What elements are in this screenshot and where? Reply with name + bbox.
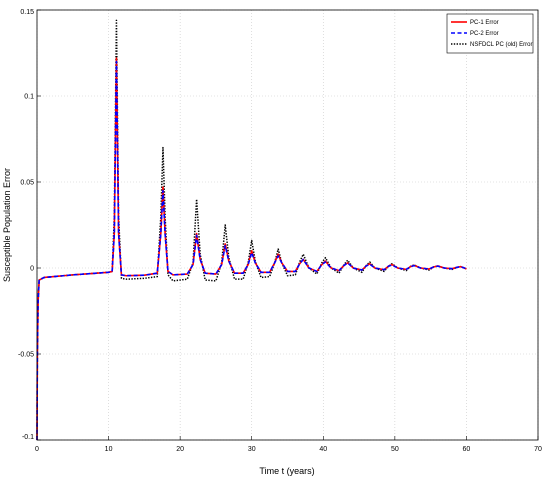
x-axis-ticks: 0 10 20 30 40 50 60 70 (35, 436, 542, 453)
y-tick-label: -0.05 (18, 352, 34, 359)
series-line-2 (36, 60, 467, 441)
y-tick-label: 0.05 (20, 180, 34, 187)
x-tick-label: 0 (35, 446, 39, 453)
x-tick-label: 70 (534, 446, 542, 453)
x-tick-label: 60 (463, 446, 471, 453)
x-axis-label: Time t (years) (259, 466, 314, 476)
legend-label: NSFDCL PC (old) Error (470, 42, 532, 48)
legend-label: PC-2 Error (470, 31, 499, 37)
y-tick-label: -0.1 (22, 434, 34, 441)
legend-label: PC-1 Error (470, 20, 499, 26)
plot-area (37, 10, 538, 440)
x-tick-label: 40 (319, 446, 327, 453)
series-layer (36, 19, 467, 441)
x-tick-label: 50 (391, 446, 399, 453)
y-tick-label: 0.1 (24, 94, 34, 101)
x-tick-label: 20 (176, 446, 184, 453)
legend: PC-1 Error PC-2 Error NSFDCL PC (old) Erro… (446, 13, 534, 54)
x-tick-label: 30 (248, 446, 256, 453)
x-tick-label: 10 (105, 446, 113, 453)
y-axis-ticks: -0.1 -0.05 0 0.05 0.1 0.15 (18, 9, 41, 441)
y-tick-label: 0.15 (20, 9, 34, 16)
axes-frame (36, 9, 539, 441)
y-tick-label: 0 (30, 266, 34, 273)
y-axis-label: Susceptible Population Error (2, 168, 12, 282)
